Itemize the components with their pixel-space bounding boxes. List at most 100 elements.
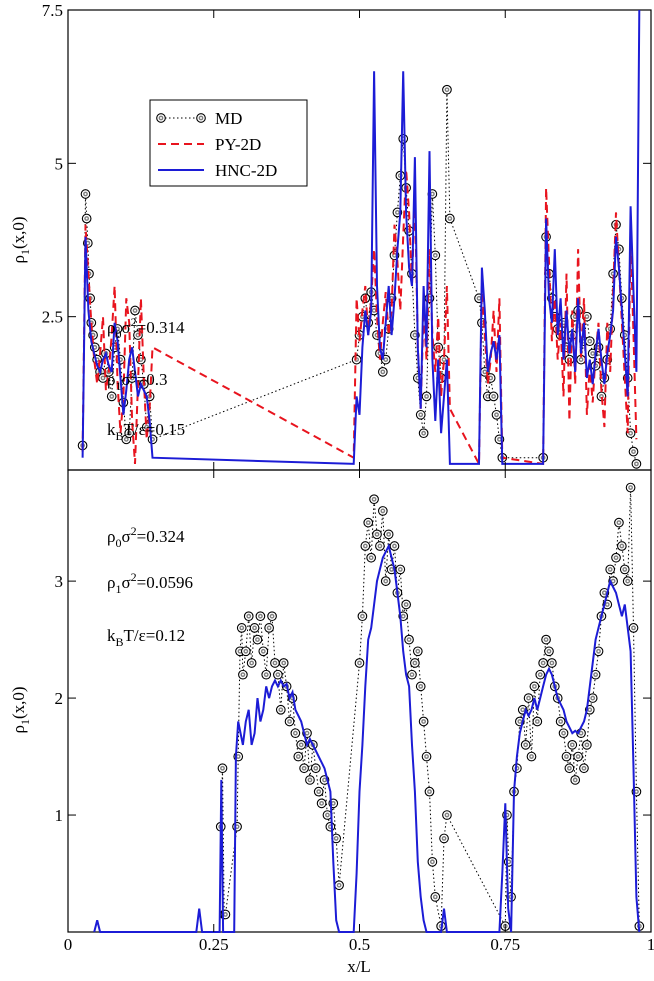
top-y-label-rest: (x,0) (9, 216, 28, 249)
md-point-1-10 (243, 611, 254, 622)
md-point-1-64 (418, 716, 429, 727)
y-tick-label-1-2: 3 (55, 572, 64, 591)
md-point-1-62 (412, 646, 423, 657)
md-point-1-35 (316, 798, 327, 809)
md-point-1-117 (628, 623, 639, 633)
md-point-0-67 (488, 391, 499, 402)
md-point-0-60 (442, 84, 452, 95)
md-point-1-4 (232, 821, 242, 832)
md-point-1-52 (383, 529, 394, 540)
md-point-1-87 (541, 634, 551, 645)
md-point-1-111 (611, 552, 621, 563)
md-point-1-84 (532, 716, 543, 727)
legend-md-marker-left (156, 113, 166, 123)
md-point-0-29 (351, 354, 362, 365)
md-point-1-97 (570, 775, 581, 785)
md-point-1-29 (299, 763, 309, 774)
md-point-1-20 (273, 669, 283, 680)
x-tick-label-0: 0 (64, 935, 73, 954)
x-tick-label-4: 1 (647, 935, 654, 954)
md-point-0-57 (433, 342, 444, 353)
md-point-1-93 (558, 728, 569, 739)
series-hnc-line-1 (93, 543, 641, 933)
md-point-1-71 (442, 810, 452, 820)
x-tick-label-3: 0.75 (490, 935, 520, 954)
bottom-y-label-sub: 1 (18, 719, 32, 725)
md-point-1-70 (439, 833, 449, 844)
legend: MD PY-2D HNC-2D (149, 99, 308, 187)
bottom-series (93, 482, 645, 933)
y-tick-label-1-1: 2 (55, 689, 64, 708)
md-point-1-27 (293, 751, 304, 762)
md-point-1-16 (261, 669, 272, 680)
md-point-1-68 (430, 892, 441, 902)
annotation-1-2: kBT/ε=0.12 (107, 626, 185, 649)
bottom-panel: 123 ρ1(x,0) ρ0σ2=0.324ρ1σ2=0.0596kBT/ε=0… (9, 469, 652, 933)
md-point-1-51 (380, 576, 391, 586)
md-point-1-34 (313, 786, 324, 797)
top-annotations: ρ0σ2=0.314 ρ1σ2=0.3 kBT/ε=0.15 (107, 315, 185, 443)
md-point-0-53 (421, 391, 432, 402)
md-point-1-37 (322, 810, 333, 820)
md-point-1-14 (255, 611, 266, 622)
top-panel: 2.5 5 7.5 ρ1(x,0) ρ0σ2=0.314 ρ1σ2=0.3 kBT/ε=… (9, 1, 652, 471)
md-point-1-81 (523, 693, 534, 703)
md-point-1-109 (605, 564, 616, 575)
x-axis-ticks: 0 0.25 0.5 0.75 1 (64, 10, 654, 954)
md-point-1-42 (354, 658, 365, 668)
md-point-1-96 (567, 740, 578, 750)
legend-label-0: MD (215, 109, 242, 128)
md-point-0-2 (81, 213, 92, 224)
y-tick-label-0-0: 2.5 (42, 308, 63, 327)
md-point-1-94 (561, 751, 572, 762)
md-point-0-51 (415, 409, 426, 420)
md-point-1-59 (404, 634, 414, 645)
top-y-label-main: ρ (9, 255, 28, 263)
x-tick-label-1: 0.25 (199, 935, 229, 954)
md-point-1-15 (258, 646, 269, 657)
md-point-0-61 (445, 213, 455, 224)
md-point-1-92 (555, 716, 566, 727)
x-axis-label: x/L (347, 957, 371, 976)
md-point-1-116 (625, 482, 636, 493)
md-point-1-101 (582, 740, 592, 750)
md-point-1-114 (619, 564, 630, 575)
md-point-1-95 (564, 763, 575, 774)
md-point-0-45 (398, 133, 409, 144)
top-y-ticks: 2.5 5 7.5 (42, 1, 651, 327)
md-point-1-47 (369, 494, 379, 505)
md-point-1-31 (305, 775, 315, 785)
md-point-1-38 (325, 821, 336, 832)
md-point-0-1 (80, 189, 91, 199)
md-point-1-17 (264, 623, 274, 633)
md-point-1-18 (267, 611, 277, 622)
annotation-0-2: kBT/ε=0.15 (107, 420, 185, 443)
md-point-1-12 (249, 623, 260, 633)
md-point-1-82 (526, 751, 537, 762)
md-point-0-68 (491, 409, 502, 420)
md-point-1-85 (535, 669, 546, 680)
md-point-1-66 (424, 786, 435, 797)
md-point-1-7 (236, 623, 247, 633)
y-tick-label-0-1: 5 (55, 154, 64, 173)
md-point-1-46 (366, 552, 377, 563)
md-point-1-24 (284, 716, 295, 727)
annotation-0-0: ρ0σ2=0.314 (107, 315, 185, 341)
md-point-1-48 (372, 529, 382, 540)
md-point-1-9 (240, 646, 251, 657)
md-point-0-22 (130, 305, 140, 316)
md-point-1-26 (290, 728, 301, 739)
md-point-1-58 (401, 599, 411, 610)
md-point-1-63 (415, 681, 426, 692)
series-py-line-0 (81, 169, 638, 466)
annotation-1-0: ρ0σ2=0.324 (107, 524, 185, 550)
legend-md-marker-right (196, 113, 206, 123)
md-point-1-21 (275, 704, 286, 715)
md-point-1-22 (278, 658, 289, 668)
legend-label-2: HNC-2D (215, 161, 277, 180)
md-point-1-56 (395, 564, 406, 575)
md-point-1-65 (421, 751, 432, 762)
md-point-0-56 (430, 250, 441, 261)
md-point-0-14 (106, 391, 117, 402)
